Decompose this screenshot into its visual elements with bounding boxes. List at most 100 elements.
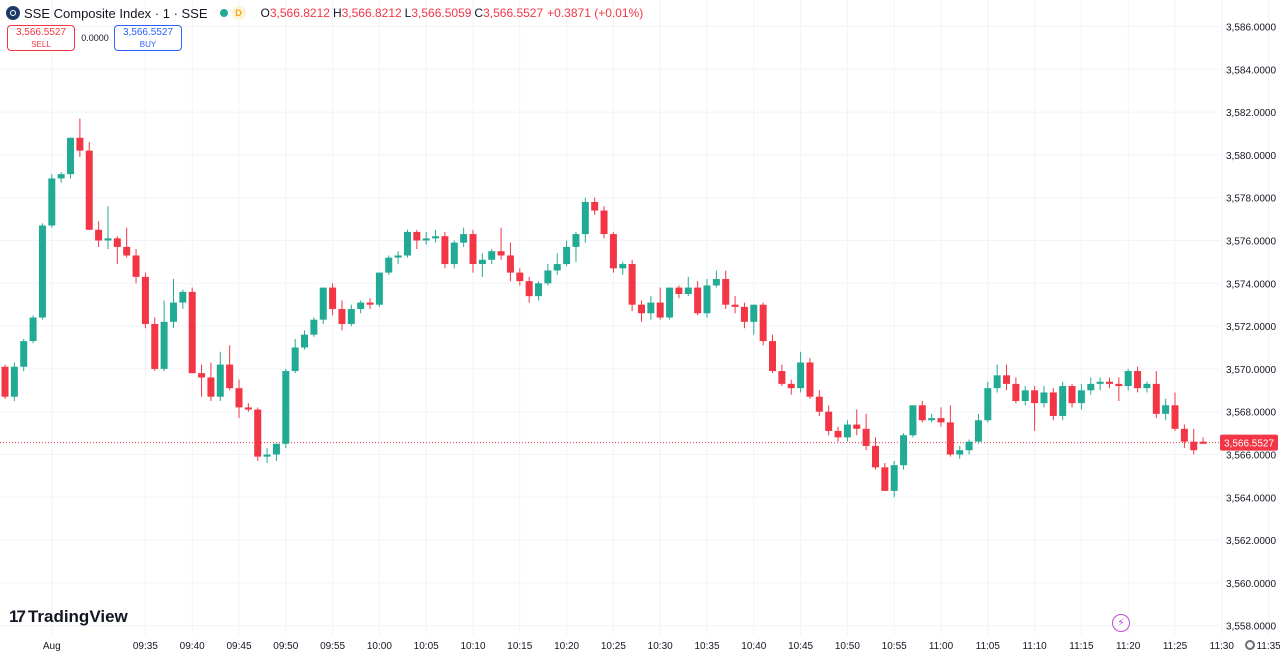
candle-body <box>1040 392 1048 404</box>
chart-legend: SSE Composite Index · 1 · SSE D O 3,566.8… <box>6 4 643 22</box>
candle-body <box>965 441 973 451</box>
open-value: 3,566.8212 <box>269 6 330 20</box>
candle-body <box>123 246 131 256</box>
x-tick-label: 10:35 <box>694 641 719 652</box>
x-tick-label: 10:50 <box>835 641 860 652</box>
candle-body <box>1199 441 1207 444</box>
sell-button[interactable]: 3,566.5527 SELL <box>7 25 75 51</box>
settings-gear-icon[interactable] <box>1245 640 1255 650</box>
candle-body <box>572 234 580 247</box>
candle-body <box>375 272 383 305</box>
buy-label: BUY <box>139 40 157 49</box>
x-tick-label: 10:45 <box>788 641 813 652</box>
candle-body <box>291 347 299 372</box>
y-tick-label: 3,558.0000 <box>1226 622 1276 633</box>
candle-body <box>506 255 514 273</box>
candle-body <box>778 371 786 384</box>
candle-body <box>441 236 449 265</box>
x-tick-label: 11:35 <box>1256 641 1280 652</box>
candle-body <box>974 420 982 442</box>
candle-body <box>10 366 18 397</box>
x-tick-label: Aug <box>43 641 61 652</box>
buy-button[interactable]: 3,566.5527 BUY <box>114 25 182 51</box>
x-tick-label: 11:30 <box>1210 641 1235 652</box>
candle-body <box>1087 383 1095 391</box>
candle-body <box>806 362 814 397</box>
candle-body <box>731 304 739 307</box>
candle-body <box>900 435 908 466</box>
candle-body <box>694 287 702 314</box>
candle-body <box>1003 375 1011 384</box>
candle-body <box>815 396 823 412</box>
candle-body <box>928 418 936 421</box>
candle-body <box>918 405 926 421</box>
x-tick-label: 10:20 <box>554 641 579 652</box>
candle-body <box>160 321 168 369</box>
x-tick-label: 10:05 <box>414 641 439 652</box>
candle-body <box>422 238 430 241</box>
candle-body <box>460 234 468 243</box>
candle-body <box>647 302 655 314</box>
y-tick-label: 3,570.0000 <box>1226 365 1276 376</box>
candle-body <box>366 302 374 305</box>
lightning-icon[interactable]: ⚡ <box>1112 614 1130 632</box>
candle-body <box>581 201 589 235</box>
price-axis: 3,586.0000 3,584.0000 3,582.0000 3,580.0000… <box>1226 23 1276 633</box>
candle-body <box>29 317 37 342</box>
x-tick-label: 10:30 <box>648 641 673 652</box>
candle-body <box>95 229 103 241</box>
spread-value: 0.0000 <box>81 33 109 43</box>
candle-body <box>890 465 898 491</box>
candle-body <box>104 238 112 241</box>
candle-body <box>516 272 524 282</box>
x-tick-label: 09:50 <box>273 641 298 652</box>
candle-body <box>1190 441 1198 451</box>
candle-body <box>235 388 243 408</box>
candle-body <box>141 276 149 324</box>
candle-body <box>450 242 458 265</box>
candle-body <box>301 334 309 348</box>
candle-body <box>871 445 879 468</box>
candle-body <box>563 246 571 265</box>
candle-body <box>338 308 346 324</box>
low-key: L <box>404 6 412 20</box>
candle-body <box>1077 390 1085 404</box>
candle-body <box>1021 390 1029 401</box>
candle-body <box>591 201 599 211</box>
candle-body <box>113 238 121 247</box>
candle-body <box>637 304 645 314</box>
candle-body <box>1059 386 1067 416</box>
candle-body <box>207 377 215 397</box>
candle-body <box>357 302 365 309</box>
candle-body <box>226 364 234 389</box>
candle-body <box>993 375 1001 389</box>
candle-body <box>656 302 664 318</box>
x-tick-label: 09:55 <box>320 641 345 652</box>
candle-body <box>347 308 355 324</box>
x-tick-label: 10:55 <box>882 641 907 652</box>
high-value: 3,566.8212 <box>341 6 402 20</box>
price-tag-bg <box>1220 434 1278 451</box>
candle-body <box>843 424 851 438</box>
buy-price: 3,566.5527 <box>122 27 174 38</box>
candle-body <box>956 450 964 455</box>
candle-body <box>48 178 56 226</box>
candle-body <box>675 287 683 294</box>
tradingview-logo-text: TradingView <box>27 607 128 626</box>
y-tick-label: 3,574.0000 <box>1226 279 1276 290</box>
x-tick-label: 10:40 <box>741 641 766 652</box>
y-tick-label: 3,572.0000 <box>1226 322 1276 333</box>
market-open-icon <box>219 9 228 17</box>
candle-body <box>797 362 805 389</box>
tradingview-logo[interactable]: 17 TradingView <box>9 607 128 627</box>
candle-body <box>38 225 46 318</box>
candle-body <box>909 405 917 436</box>
y-tick-label: 3,586.0000 <box>1226 23 1276 34</box>
candle-body <box>881 467 889 491</box>
candle-body <box>151 323 159 369</box>
x-tick-label: 11:20 <box>1116 641 1141 652</box>
symbol-title[interactable]: SSE Composite Index · 1 · SSE <box>24 5 208 21</box>
candle-body <box>244 407 252 410</box>
candle-body <box>198 373 206 378</box>
